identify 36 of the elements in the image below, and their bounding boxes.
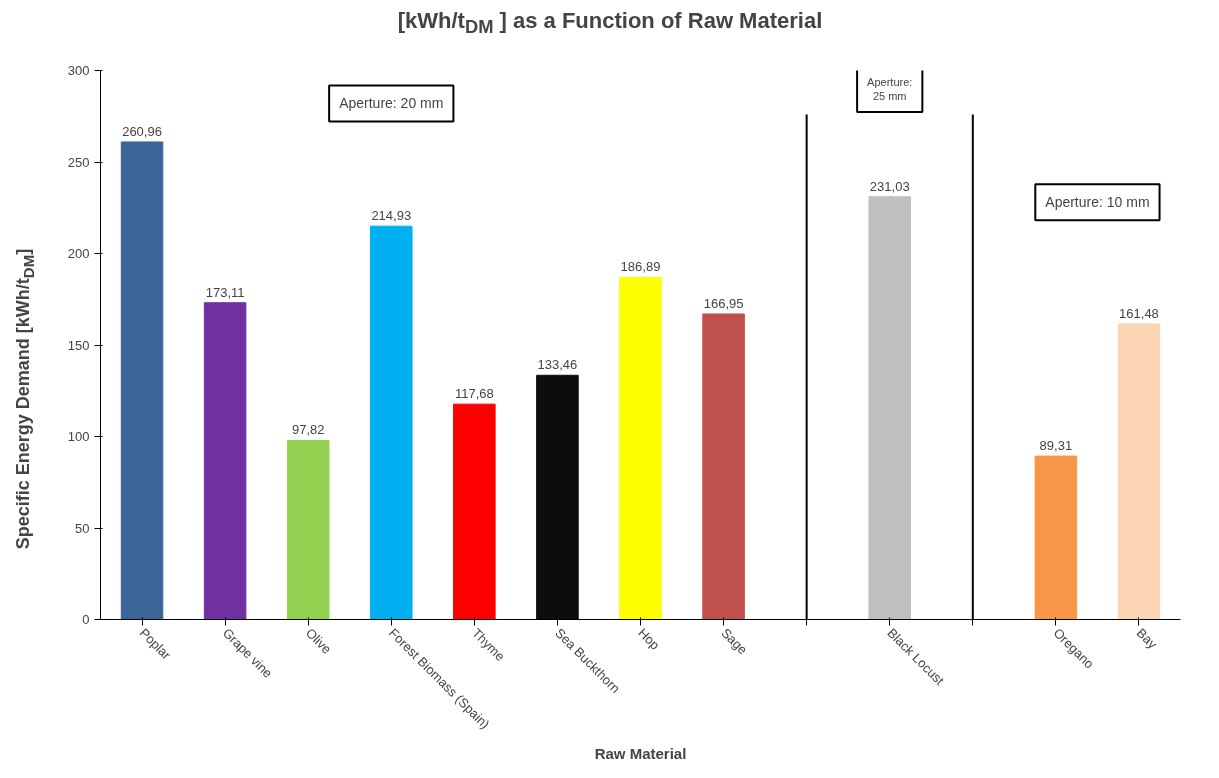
y-tick-label: 250 <box>67 154 90 170</box>
y-tick-label: 150 <box>67 337 90 353</box>
bar <box>1117 323 1161 620</box>
bar <box>370 225 413 620</box>
y-tick-label: 200 <box>67 246 90 261</box>
bar <box>1034 455 1078 620</box>
data-label: 161,48 <box>1119 305 1159 321</box>
data-label: 186,89 <box>620 259 661 275</box>
data-label: 173,11 <box>205 284 245 300</box>
chart-title: [kWh/t$_{DM}$ ] as a Function of Raw Material <box>396 7 824 40</box>
data-label: 214,93 <box>371 208 412 224</box>
y-tick-label: 0 <box>82 612 90 627</box>
data-label: 117,68 <box>454 386 494 402</box>
bar <box>120 141 164 620</box>
bar <box>286 439 330 620</box>
bar <box>453 403 496 620</box>
data-label: 231,03 <box>869 178 910 194</box>
annotation: Aperture: 25 mm <box>867 75 913 102</box>
bar <box>702 313 745 620</box>
bar <box>203 302 247 620</box>
x-axis-title: Raw Material <box>594 745 687 763</box>
data-label: 260,96 <box>122 123 162 139</box>
bar <box>536 374 579 620</box>
annotation: Aperture: 10 mm <box>1045 194 1150 211</box>
data-label: 97,82 <box>291 422 325 438</box>
x-tick-label: Bay <box>1133 625 1161 652</box>
x-tick-label: Hop <box>635 625 663 653</box>
y-tick-label: 100 <box>67 429 90 444</box>
y-tick-label: 50 <box>75 520 90 536</box>
bar <box>868 196 911 620</box>
annotation: Aperture: 20 mm <box>339 95 444 112</box>
y-tick-label: 300 <box>67 63 90 78</box>
data-label: 133,46 <box>537 357 578 373</box>
bar <box>619 276 662 620</box>
data-label: 166,95 <box>703 295 744 311</box>
data-label: 89,31 <box>1039 438 1073 454</box>
